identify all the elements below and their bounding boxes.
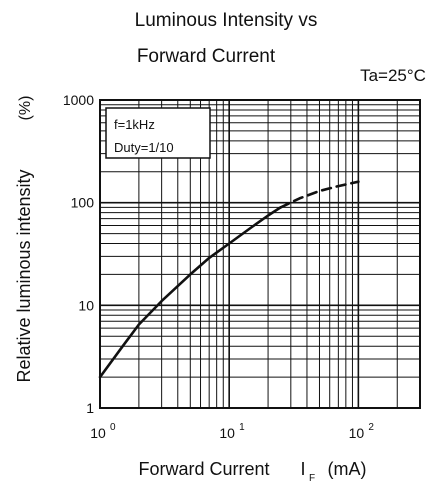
series-line-dashed bbox=[279, 180, 360, 209]
legend-frequency: f=1kHz bbox=[114, 117, 155, 132]
plot-frame bbox=[99, 99, 421, 409]
chart-subtitle: Forward Current bbox=[137, 46, 276, 67]
x-tick-labels: 10 0 10 1 10 2 bbox=[90, 422, 374, 441]
legend-box-frame bbox=[105, 107, 211, 159]
x-tick-exponent: 0 bbox=[110, 422, 116, 433]
series-line-solid bbox=[98, 206, 282, 379]
x-tick-base: 10 bbox=[219, 425, 235, 441]
y-tick-label: 1 bbox=[86, 400, 94, 416]
condition-label: Ta=25°C bbox=[360, 66, 426, 85]
y-axis-unit: (%) bbox=[17, 96, 34, 121]
y-tick-labels: 1 10 100 1000 bbox=[63, 92, 94, 416]
y-tick-label: 10 bbox=[78, 297, 94, 313]
x-tick-base: 10 bbox=[349, 425, 365, 441]
y-tick-label: 100 bbox=[71, 195, 95, 211]
x-axis-label: Forward Current bbox=[138, 459, 269, 479]
x-tick-exponent: 1 bbox=[239, 422, 245, 433]
y-tick-label: 1000 bbox=[63, 92, 94, 108]
legend-duty: Duty=1/10 bbox=[114, 140, 174, 155]
x-tick-label: 10 1 bbox=[219, 422, 245, 441]
chart-title: Luminous Intensity vs bbox=[135, 10, 318, 31]
x-tick-exponent: 2 bbox=[368, 422, 374, 433]
x-axis-unit: (mA) bbox=[328, 459, 367, 479]
x-axis-title: Forward Current I F (mA) bbox=[138, 459, 366, 484]
y-axis-title: Relative luminous intensity (%) bbox=[14, 96, 34, 383]
x-tick-base: 10 bbox=[90, 425, 106, 441]
x-axis-symbol: I bbox=[300, 459, 305, 479]
grid bbox=[99, 99, 421, 409]
y-axis-label: Relative luminous intensity bbox=[14, 169, 34, 382]
x-axis-symbol-subscript: F bbox=[309, 473, 315, 484]
series-group bbox=[98, 180, 360, 379]
x-tick-label: 10 0 bbox=[90, 422, 116, 441]
x-tick-label: 10 2 bbox=[349, 422, 375, 441]
legend-box: f=1kHz Duty=1/10 bbox=[105, 107, 211, 159]
